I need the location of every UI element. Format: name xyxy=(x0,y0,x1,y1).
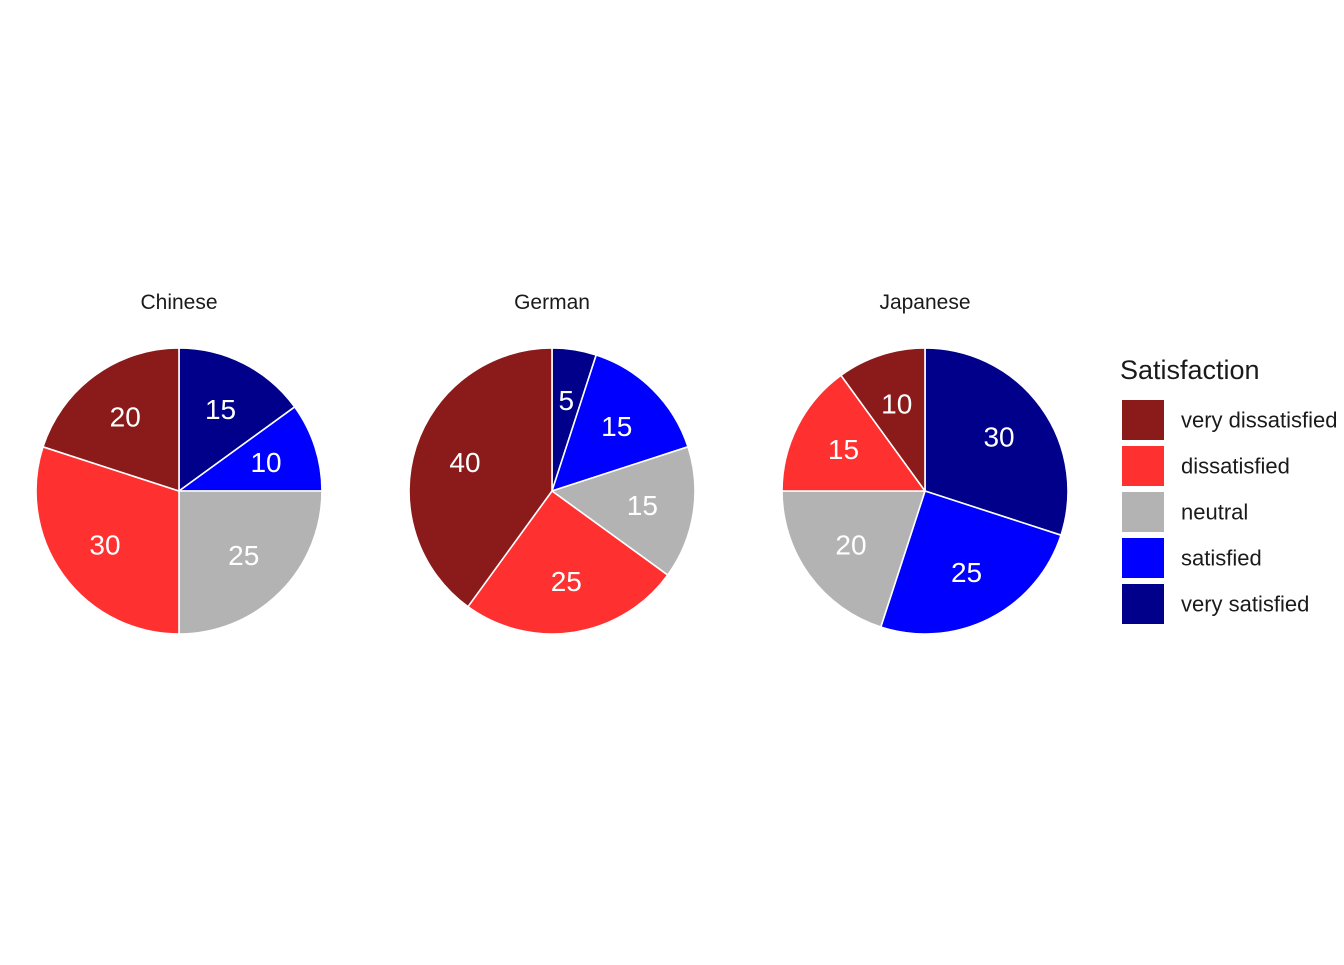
legend-label-satisfied: satisfied xyxy=(1181,546,1262,571)
slice-label-dissatisfied: 25 xyxy=(551,566,582,597)
slice-label-very-dissatisfied: 10 xyxy=(881,388,912,419)
legend-label-neutral: neutral xyxy=(1181,500,1248,525)
pie-slice-dissatisfied xyxy=(467,490,669,635)
pie-slice-satisfied xyxy=(551,354,689,492)
slice-label-satisfied: 10 xyxy=(250,447,281,478)
facet-german: German 5 15 15 25 40 xyxy=(408,291,696,635)
pie-slice-satisfied xyxy=(178,406,323,492)
slice-label-neutral: 25 xyxy=(228,540,259,571)
slice-label-dissatisfied: 15 xyxy=(828,434,859,465)
legend-label-dissatisfied: dissatisfied xyxy=(1181,454,1290,479)
slice-label-very-dissatisfied: 20 xyxy=(110,401,141,432)
facet-title: Japanese xyxy=(879,291,970,314)
slice-label-very-satisfied: 5 xyxy=(559,385,575,416)
slice-label-satisfied: 15 xyxy=(601,411,632,442)
pie-slice-satisfied xyxy=(880,490,1062,635)
legend-key-very-dissatisfied xyxy=(1122,400,1164,440)
legend-key-dissatisfied xyxy=(1122,446,1164,486)
pie-slice-very-satisfied xyxy=(924,347,1069,536)
slice-label-dissatisfied: 30 xyxy=(89,529,120,560)
pie-slice-neutral xyxy=(781,490,926,628)
legend-label-very-satisfied: very satisfied xyxy=(1181,592,1309,617)
legend-key-neutral xyxy=(1122,492,1164,532)
pie-slice-dissatisfied xyxy=(35,446,180,635)
legend-title: Satisfaction xyxy=(1120,355,1260,385)
facet-japanese: Japanese 30 25 20 15 10 xyxy=(781,291,1069,635)
slice-label-very-satisfied: 30 xyxy=(983,422,1014,453)
slice-label-neutral: 15 xyxy=(627,490,658,521)
legend: Satisfaction very dissatisfied dissatisfie… xyxy=(1120,355,1338,624)
legend-key-very-satisfied xyxy=(1122,584,1164,624)
slice-label-satisfied: 25 xyxy=(951,557,982,588)
pie-slice-neutral xyxy=(551,446,696,576)
facet-chinese: Chinese 15 10 25 30 20 xyxy=(35,291,323,635)
pie-slice-very-satisfied xyxy=(178,347,296,492)
pie-slice-very-dissatisfied xyxy=(42,347,180,492)
slice-label-very-dissatisfied: 40 xyxy=(449,447,480,478)
pie-slice-very-dissatisfied xyxy=(408,347,553,608)
pie-slice-neutral xyxy=(178,490,323,635)
facet-title: Chinese xyxy=(140,291,217,314)
legend-label-very-dissatisfied: very dissatisfied xyxy=(1181,408,1338,433)
pie-slice-very-dissatisfied xyxy=(840,347,926,492)
slice-label-neutral: 20 xyxy=(835,529,866,560)
facet-title: German xyxy=(514,291,590,314)
pie-slice-dissatisfied xyxy=(781,374,926,492)
legend-key-satisfied xyxy=(1122,538,1164,578)
slice-label-very-satisfied: 15 xyxy=(205,394,236,425)
